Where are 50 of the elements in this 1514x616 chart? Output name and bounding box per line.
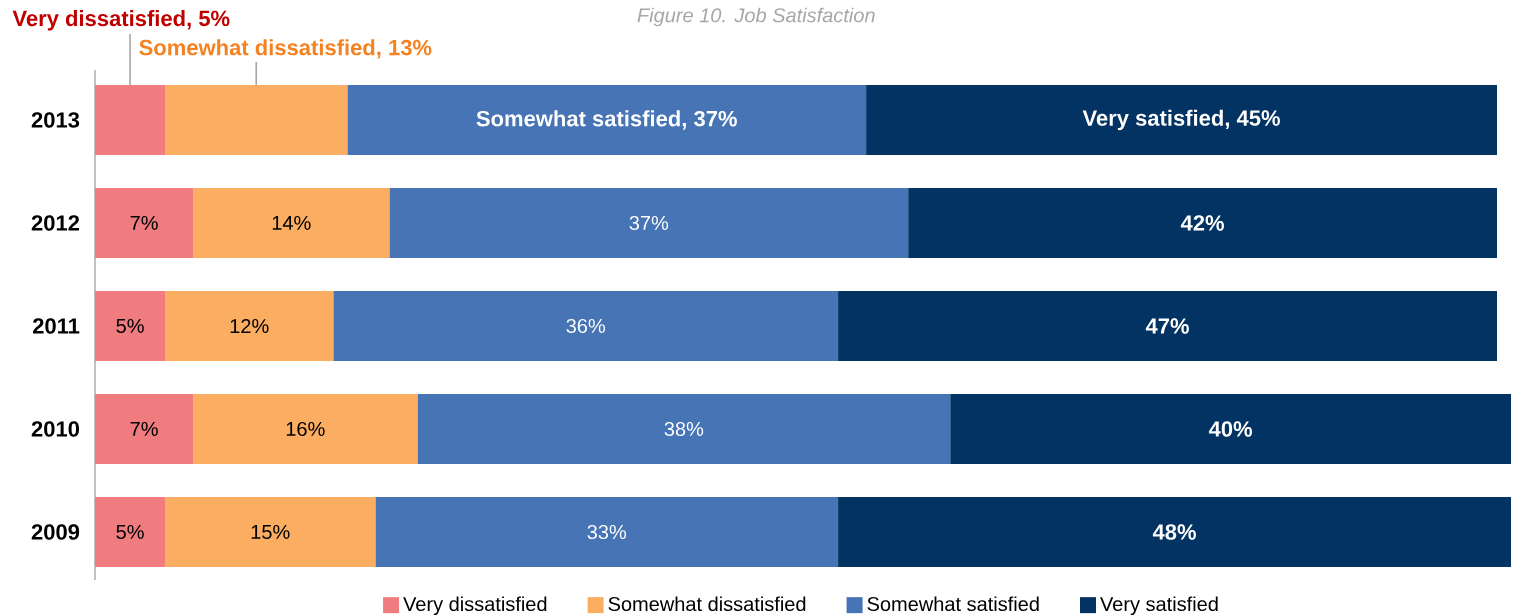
y-tick-label: 2009 xyxy=(31,524,80,540)
legend-label: Very satisfied xyxy=(1100,596,1218,616)
y-tick-label: 2010 xyxy=(31,421,80,437)
data-label: 33% xyxy=(587,524,627,540)
bar xyxy=(95,496,166,568)
data-label: 48% xyxy=(1152,524,1196,540)
data-label: 15% xyxy=(251,524,290,540)
bar xyxy=(165,496,376,568)
bar xyxy=(417,393,951,465)
chart-title: Figure 10. Job Satisfaction xyxy=(637,7,875,27)
bar xyxy=(838,496,1512,568)
data-label: Very dissatisfied, 5% xyxy=(12,10,230,31)
bar xyxy=(908,187,1497,258)
data-label: 40% xyxy=(1208,421,1253,437)
bar xyxy=(193,393,418,465)
bar xyxy=(389,187,909,258)
y-tick-label: 2012 xyxy=(31,215,80,231)
data-label: Somewhat dissatisfied, 13% xyxy=(139,39,432,59)
legend-label: Very dissatisfied xyxy=(403,596,547,616)
data-label: 38% xyxy=(664,421,704,437)
legend-label: Somewhat satisfied xyxy=(867,596,1039,612)
bar xyxy=(165,84,348,155)
bar xyxy=(95,187,194,258)
data-label: 16% xyxy=(286,421,325,437)
y-tick-label: 2013 xyxy=(31,112,80,128)
bar xyxy=(333,290,839,361)
bar xyxy=(838,290,1497,361)
bar xyxy=(95,290,166,361)
data-label: 12% xyxy=(230,318,269,334)
data-label: Very satisfied, 45% xyxy=(1082,109,1280,131)
bar xyxy=(95,393,194,465)
data-label: 47% xyxy=(1145,318,1189,334)
y-tick-label: 2011 xyxy=(32,318,80,334)
bar xyxy=(165,290,334,361)
bar xyxy=(347,84,867,155)
bar xyxy=(375,496,839,568)
data-label: 36% xyxy=(566,318,606,334)
data-label: 5% xyxy=(116,318,144,333)
bar xyxy=(950,393,1512,465)
data-label: Somewhat satisfied, 37% xyxy=(476,110,737,130)
bar xyxy=(95,84,166,155)
data-label: 7% xyxy=(130,215,158,230)
legend-label: Somewhat dissatisfied xyxy=(608,596,806,612)
data-label: 5% xyxy=(116,524,144,540)
data-label: 7% xyxy=(130,421,158,436)
bar xyxy=(193,187,390,258)
data-label: 14% xyxy=(272,215,311,230)
bar xyxy=(866,84,1497,155)
data-label: 37% xyxy=(629,215,669,231)
data-label: 42% xyxy=(1180,215,1224,231)
